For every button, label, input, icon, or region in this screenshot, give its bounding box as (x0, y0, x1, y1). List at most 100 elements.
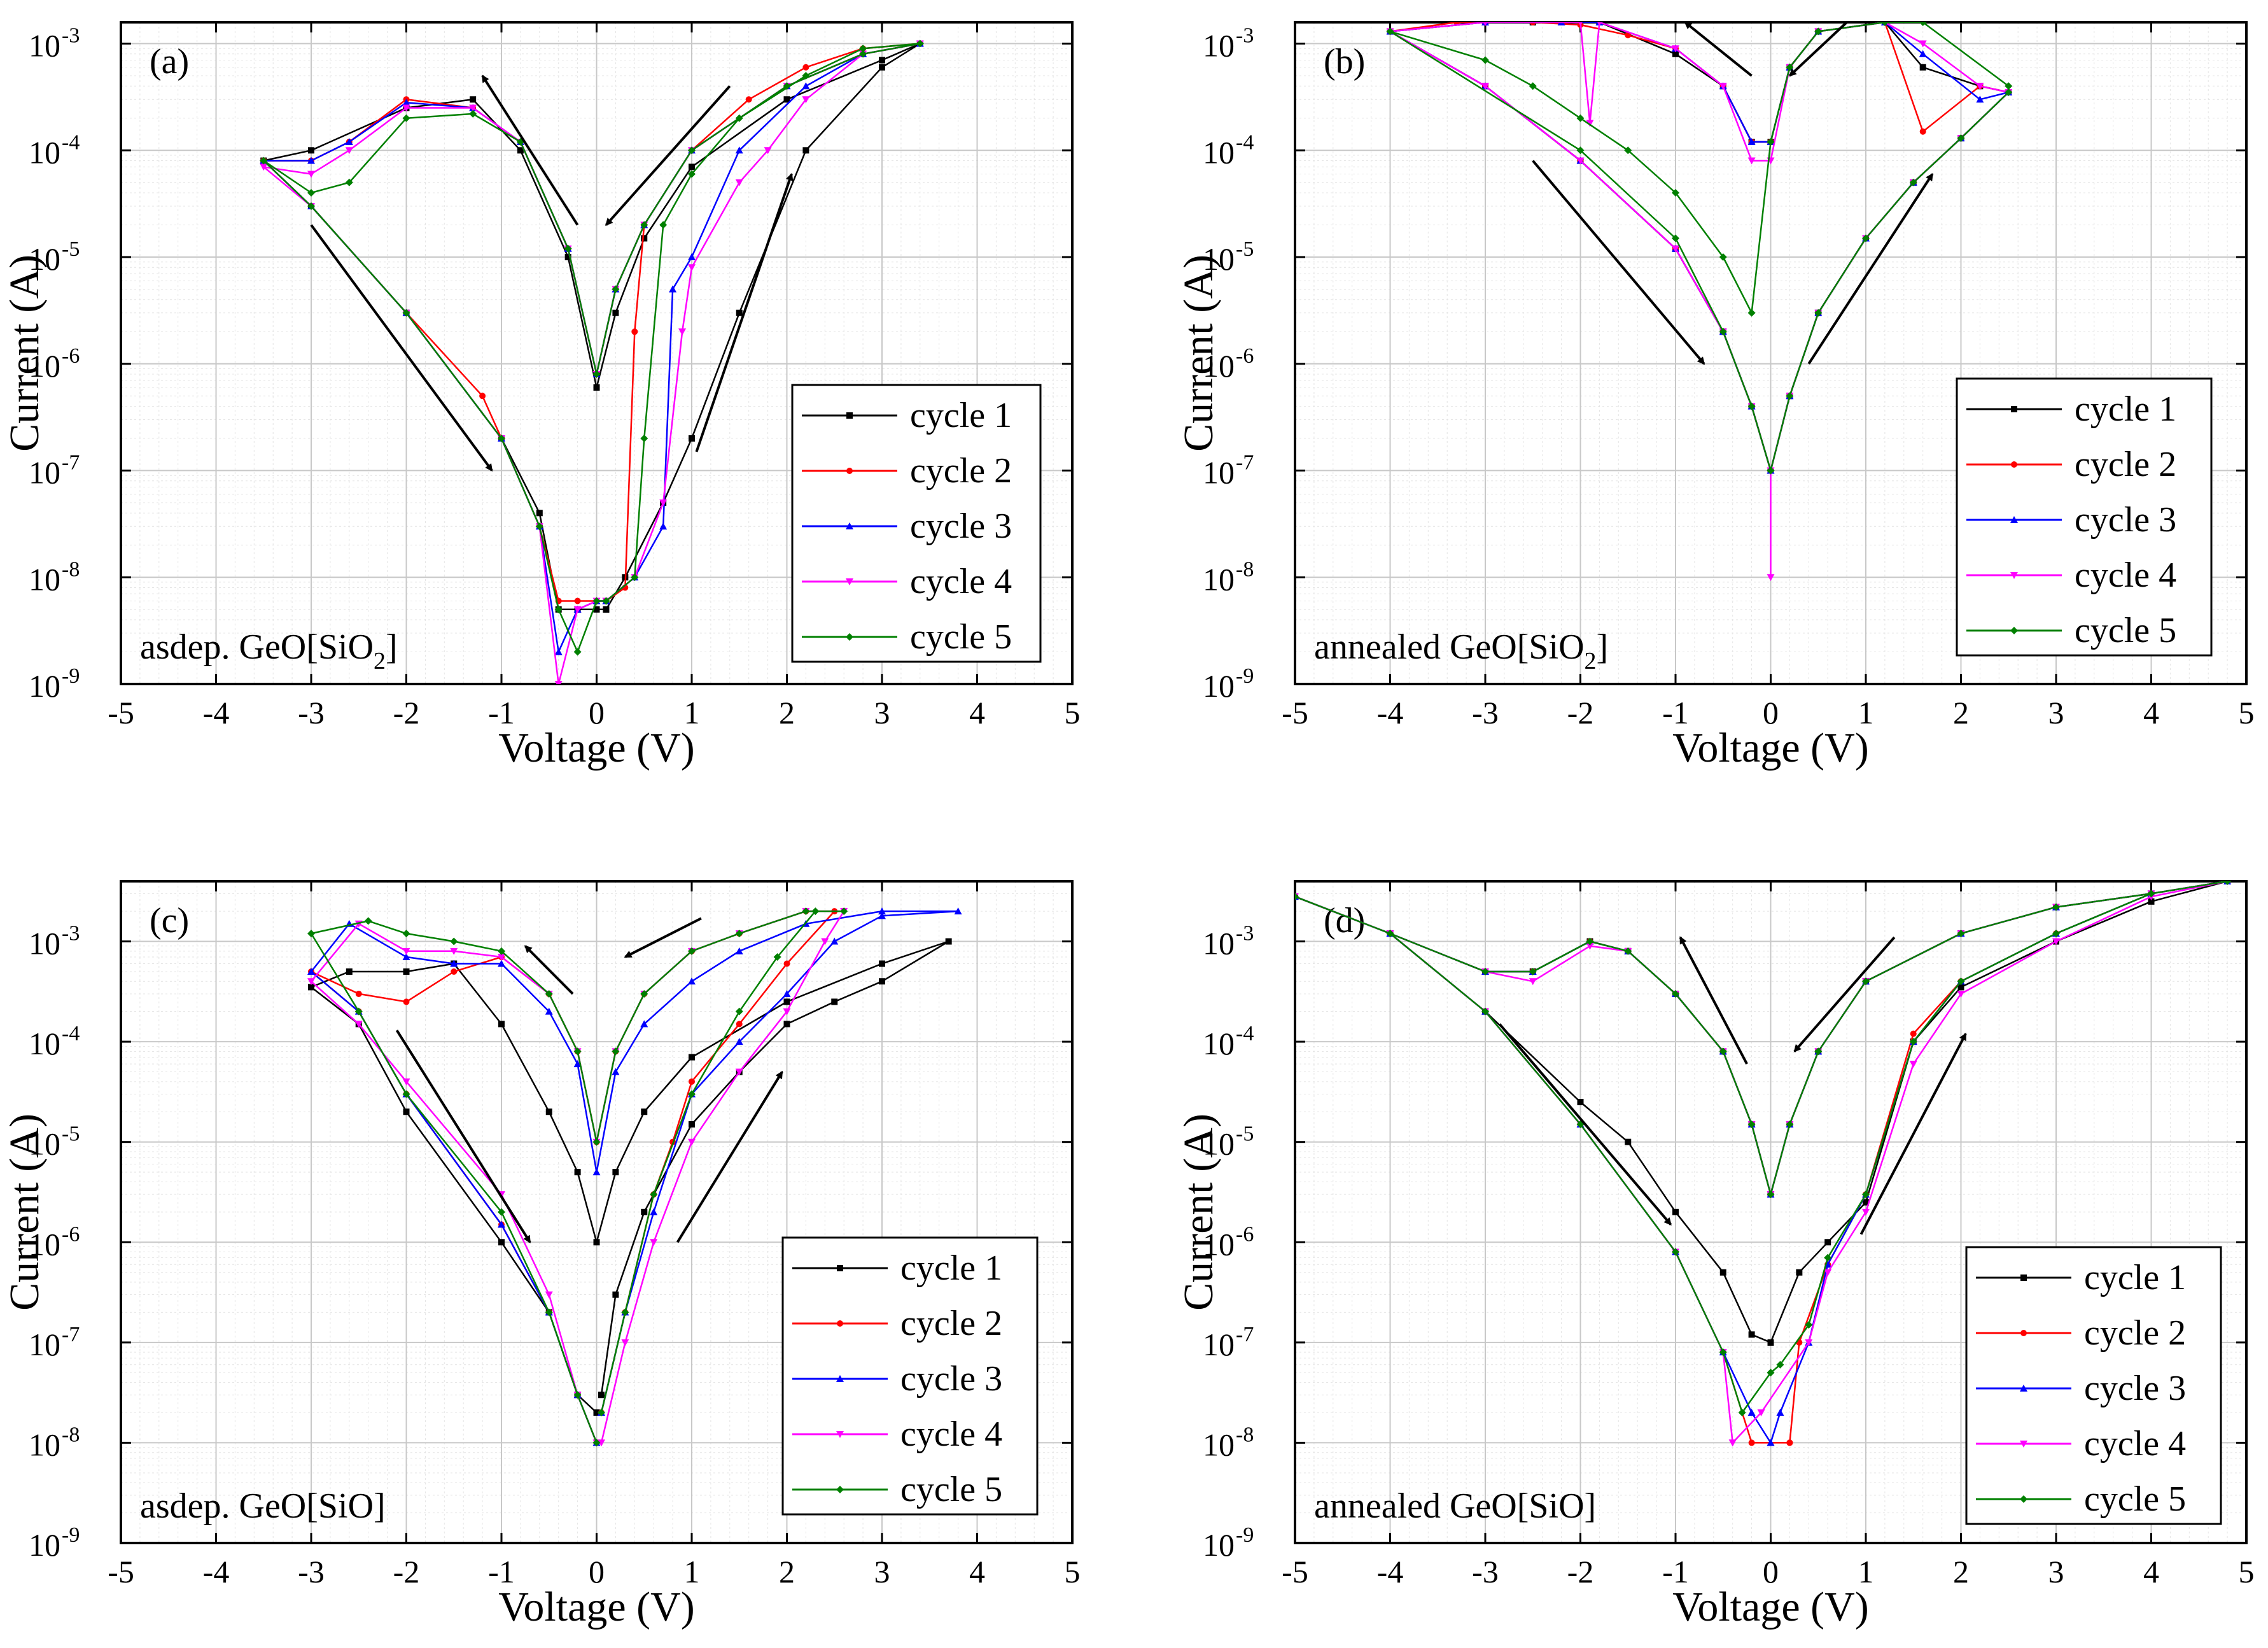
data-point (2005, 82, 2013, 90)
legend-box (791, 384, 1042, 663)
data-point (612, 285, 620, 293)
legend-marker (836, 1486, 844, 1493)
data-point (1728, 1439, 1737, 1447)
x-tick-label: -4 (1377, 1554, 1404, 1589)
sweep-direction-arrow (395, 1030, 531, 1243)
data-point (1672, 45, 1679, 53)
data-point (1672, 50, 1679, 57)
x-tick-label: 5 (1065, 695, 1081, 730)
data-point (736, 1021, 743, 1028)
data-point (345, 147, 353, 155)
data-point (574, 597, 581, 604)
data-point (802, 82, 810, 90)
data-area (1386, 22, 2013, 582)
series-line (310, 940, 949, 1413)
x-tick-label: 5 (2239, 1554, 2255, 1589)
data-point (802, 64, 809, 71)
y-tick-label: 10 (1203, 1126, 1235, 1162)
data-point (1757, 1409, 1765, 1416)
x-tick-label: 3 (874, 695, 890, 730)
y-tick-exponent: -5 (62, 1122, 80, 1146)
data-point (592, 370, 601, 379)
data-point (1747, 1408, 1756, 1416)
y-tick-exponent: -4 (62, 130, 80, 154)
data-point (878, 907, 886, 915)
x-tick-label: 4 (2143, 695, 2159, 730)
sweep-direction-arrow (1788, 21, 1848, 77)
data-point (1767, 138, 1775, 146)
data-point (1747, 309, 1756, 317)
sample-label: asdep. GeO[SiO] (140, 1486, 386, 1526)
data-point (1576, 146, 1585, 155)
legend-marker (836, 1431, 844, 1438)
data-point (1747, 138, 1756, 146)
x-tick-label: -3 (298, 1554, 325, 1589)
legend-label: cycle 3 (910, 506, 1012, 546)
sweep-direction-arrow (524, 945, 574, 995)
data-point (308, 147, 314, 154)
x-tick-label: 0 (1763, 1554, 1779, 1589)
sweep-direction-arrow (1532, 160, 1705, 365)
legend-marker (2010, 516, 2018, 523)
data-point (745, 96, 752, 103)
data-point (1625, 32, 1632, 39)
y-tick-label: 10 (29, 668, 60, 704)
x-axis-label: Voltage (V) (1672, 725, 1869, 771)
data-point (640, 989, 648, 998)
data-point (612, 1047, 620, 1056)
x-axis-label: Voltage (V) (1672, 1584, 1869, 1630)
data-point (554, 681, 563, 684)
data-point (2223, 881, 2232, 885)
legend-marker (846, 633, 853, 641)
data-point (307, 967, 315, 975)
data-point (1747, 157, 1756, 165)
x-tick-label: 4 (2143, 1554, 2159, 1589)
data-point (573, 1060, 582, 1068)
data-point (403, 968, 410, 975)
data-point (402, 947, 410, 955)
data-point (612, 1291, 619, 1298)
legend-box (1965, 1246, 2222, 1525)
data-point (593, 606, 600, 613)
data-point (612, 1068, 620, 1075)
data-point (498, 1021, 505, 1028)
sweep-direction-arrow (1679, 936, 1748, 1065)
data-point (735, 930, 743, 938)
data-point (688, 977, 696, 985)
legend-marker (2020, 1330, 2027, 1336)
legend-marker (846, 522, 853, 529)
legend-marker (2011, 406, 2017, 412)
legend-marker (2011, 461, 2017, 468)
data-point (470, 96, 477, 103)
x-tick-label: -3 (298, 695, 325, 730)
data-point (574, 1169, 581, 1176)
data-point (402, 99, 410, 106)
data-point (1748, 1439, 1755, 1446)
data-point (783, 82, 791, 90)
legend-label: cycle 1 (900, 1248, 1002, 1288)
data-area (1295, 881, 2232, 1447)
data-point (498, 960, 505, 967)
sweep-direction-arrow (1684, 21, 1753, 77)
data-point (402, 309, 410, 317)
y-tick-exponent: -8 (1236, 1423, 1254, 1446)
data-point (830, 937, 839, 945)
chart-panel: -5 -4 -3 -2 -1 0 1 2 3 4 510-910-810-710-610-510-4… (1, 21, 1081, 771)
sweep-direction-arrow (310, 224, 493, 472)
y-tick-exponent: -4 (1236, 1022, 1254, 1045)
data-point (1957, 977, 1965, 986)
chart-panel: -5 -4 -3 -2 -1 0 1 2 3 4 510-910-810-710-610-510-4… (1175, 21, 2255, 771)
data-point (659, 522, 668, 530)
data-point (1586, 937, 1594, 946)
data-point (631, 328, 638, 335)
data-point (535, 522, 543, 531)
legend-marker (837, 1265, 843, 1271)
y-tick-label: 10 (29, 348, 60, 384)
data-point (859, 50, 867, 58)
data-point (1597, 22, 1602, 26)
data-point (1824, 1269, 1832, 1276)
data-point (1880, 22, 1889, 26)
data-point (345, 138, 353, 146)
y-tick-exponent: -8 (1236, 557, 1254, 581)
legend-label: cycle 2 (900, 1304, 1002, 1343)
